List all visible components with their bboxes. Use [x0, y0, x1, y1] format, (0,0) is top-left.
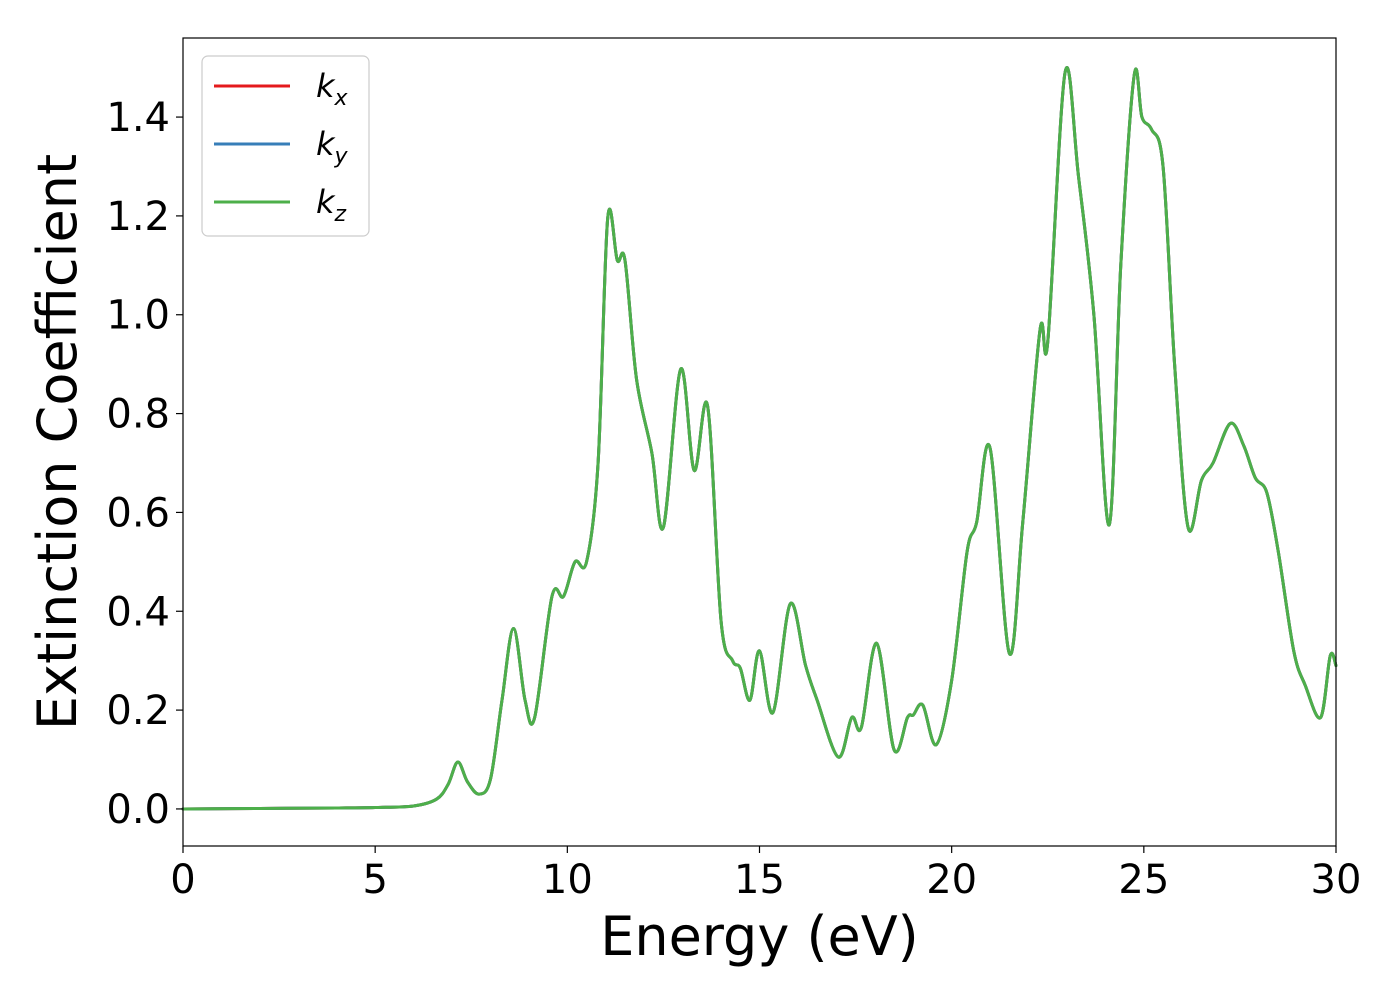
legend: kx ky kz: [201, 55, 370, 237]
axis-ticks: 0 5 10 15 20 25 30 0.0 0.2 0.4 0.6 0.8 1.0 1.2 1.4: [106, 95, 1361, 903]
y-tick-label: 0.2: [106, 688, 170, 734]
legend-label-kz: kz: [316, 183, 347, 227]
y-tick-label: 1.4: [106, 95, 170, 141]
series-line-kz: [181, 66, 1338, 811]
y-tick-label: 0.8: [106, 392, 170, 438]
x-tick-label: 0: [170, 857, 195, 903]
x-axis-title: Energy (eV): [600, 905, 919, 968]
series-lines: [181, 66, 1338, 811]
legend-label-kx: kx: [316, 67, 349, 111]
x-tick-label: 15: [734, 857, 785, 903]
x-tick-label: 30: [1311, 857, 1362, 903]
y-tick-label: 0.6: [106, 490, 170, 536]
y-tick-label: 1.2: [106, 194, 170, 240]
x-tick-label: 20: [926, 857, 977, 903]
legend-label-ky: ky: [316, 125, 349, 169]
x-tick-label: 5: [362, 857, 387, 903]
x-tick-label: 25: [1118, 857, 1169, 903]
x-tick-label: 10: [542, 857, 593, 903]
y-tick-label: 0.4: [106, 589, 170, 635]
y-axis-title: Extinction Coefficient: [26, 154, 89, 730]
legend-box: [201, 55, 370, 237]
y-tick-label: 0.0: [106, 787, 170, 833]
y-tick-label: 1.0: [106, 293, 170, 339]
